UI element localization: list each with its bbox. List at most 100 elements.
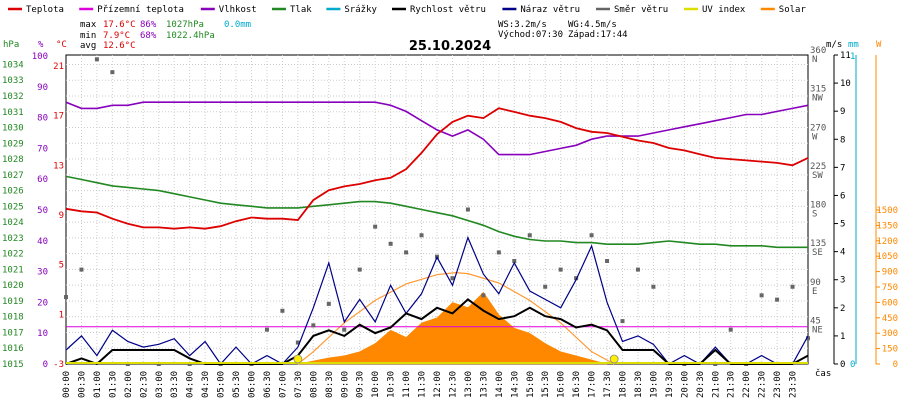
temp-unit: °C bbox=[56, 40, 67, 50]
stats-avg-temp: 12.6°C bbox=[103, 41, 136, 51]
wind-tick-label: 2 bbox=[840, 304, 845, 314]
smer-point bbox=[481, 293, 486, 298]
dir-compass-label: NW bbox=[812, 94, 823, 104]
smer-point bbox=[64, 295, 68, 300]
wind-tick-label: 4 bbox=[840, 248, 845, 258]
smer-point bbox=[728, 327, 733, 332]
press-tick-label: 1023 bbox=[2, 234, 24, 244]
legend-label-uv: UV index bbox=[702, 5, 746, 15]
smer-point bbox=[110, 70, 115, 75]
x-tick-label: 05:00 bbox=[217, 371, 227, 398]
press-tick-label: 1031 bbox=[2, 108, 24, 118]
smer-point bbox=[558, 267, 563, 272]
rain-tick-label: 1 bbox=[850, 52, 855, 62]
chart-title: 25.10.2024 bbox=[409, 39, 491, 54]
press-tick-label: 1020 bbox=[2, 281, 24, 291]
x-tick-label: 06:00 bbox=[248, 371, 258, 398]
x-tick-label: 08:30 bbox=[325, 371, 335, 398]
hum-tick-label: 90 bbox=[37, 83, 48, 93]
x-tick-label: 13:00 bbox=[464, 371, 474, 398]
wind-tick-label: 9 bbox=[840, 107, 845, 117]
x-tick-label: 14:00 bbox=[495, 371, 505, 398]
smer-point bbox=[450, 276, 455, 281]
press-tick-label: 1016 bbox=[2, 344, 24, 354]
x-tick-label: 20:00 bbox=[680, 371, 690, 398]
smer-point bbox=[620, 319, 625, 324]
solar-tick-label: 1500 bbox=[876, 206, 898, 216]
solar-tick-label: 750 bbox=[882, 283, 898, 293]
solar-tick-label: 450 bbox=[882, 314, 898, 324]
stats-max-hum: 86% bbox=[140, 20, 157, 30]
solar-unit: W bbox=[876, 40, 882, 50]
stats-rain: 0.0mm bbox=[224, 20, 251, 30]
wind-tick-label: 5 bbox=[840, 220, 845, 230]
press-tick-label: 1029 bbox=[2, 139, 24, 149]
press-tick-label: 1033 bbox=[2, 76, 24, 86]
press-tick-label: 1034 bbox=[2, 60, 24, 70]
x-tick-label: 14:30 bbox=[510, 371, 520, 398]
dir-compass-label: W bbox=[812, 132, 818, 142]
press-tick-label: 1027 bbox=[2, 171, 24, 181]
dir-compass-label: S bbox=[812, 210, 817, 220]
wind-tick-label: 3 bbox=[840, 276, 845, 286]
x-tick-label: 11:30 bbox=[418, 371, 428, 398]
x-tick-label: 17:30 bbox=[603, 371, 613, 398]
smer-point bbox=[373, 224, 378, 229]
sunset-marker bbox=[609, 354, 619, 364]
x-tick-label: 04:00 bbox=[186, 371, 196, 398]
legend-label-srazky: Srážky bbox=[344, 5, 377, 15]
stats-max-press: 1027hPa bbox=[166, 20, 204, 30]
dir-tick-label: 225 bbox=[810, 162, 826, 172]
x-tick-label: 05:30 bbox=[232, 371, 242, 398]
x-tick-label: 19:00 bbox=[649, 371, 659, 398]
press-tick-label: 1025 bbox=[2, 202, 24, 212]
x-tick-label: 12:30 bbox=[448, 371, 458, 398]
press-tick-label: 1019 bbox=[2, 297, 24, 307]
smer-point bbox=[790, 284, 795, 289]
x-tick-label: 06:30 bbox=[263, 371, 273, 398]
stats-sunrise: Východ:07:30 bbox=[498, 30, 563, 40]
hum-tick-label: 100 bbox=[32, 52, 48, 62]
hum-tick-label: 70 bbox=[37, 144, 48, 154]
solar-tick-label: 600 bbox=[882, 298, 898, 308]
x-tick-label: 15:00 bbox=[526, 371, 536, 398]
smer-point bbox=[465, 207, 470, 212]
smer-point bbox=[759, 293, 764, 298]
dir-tick-label: 360 bbox=[810, 46, 826, 56]
x-tick-label: 10:00 bbox=[371, 371, 381, 398]
hum-tick-label: 10 bbox=[37, 329, 48, 339]
x-tick-label: 16:30 bbox=[572, 371, 582, 398]
smer-point bbox=[775, 297, 780, 302]
press-tick-label: 1024 bbox=[2, 218, 24, 228]
press-tick-label: 1032 bbox=[2, 92, 24, 102]
wind-tick-label: 6 bbox=[840, 191, 845, 201]
x-tick-label: 23:00 bbox=[773, 371, 783, 398]
legend-label-solar: Solar bbox=[779, 5, 807, 15]
wind-unit: m/s bbox=[826, 40, 842, 50]
x-tick-label: 18:30 bbox=[634, 371, 644, 398]
x-tick-label: 02:00 bbox=[124, 371, 134, 398]
series-naraz-line bbox=[65, 235, 809, 365]
smer-point bbox=[589, 233, 594, 238]
stats-min-hum: 68% bbox=[140, 31, 157, 41]
dir-compass-label: SE bbox=[812, 248, 823, 258]
press-tick-label: 1022 bbox=[2, 250, 24, 260]
stats-ws: WS:3.2m/s bbox=[498, 20, 547, 30]
legend: Teplota Přízemní teplota Vlhkost Tlak Srážky… bbox=[8, 5, 806, 15]
dir-tick-label: 180 bbox=[810, 201, 826, 211]
wind-tick-label: 10 bbox=[840, 79, 851, 89]
smer-point bbox=[79, 267, 84, 272]
x-tick-label: 21:00 bbox=[711, 371, 721, 398]
press-unit: hPa bbox=[3, 40, 19, 50]
solar-tick-label: 1350 bbox=[876, 221, 898, 231]
x-tick-label: 01:30 bbox=[108, 371, 118, 398]
stats-wg: WG:4.5m/s bbox=[568, 20, 617, 30]
smer-point bbox=[342, 327, 347, 332]
x-tick-label: 21:30 bbox=[727, 371, 737, 398]
x-tick-label: 03:30 bbox=[170, 371, 180, 398]
x-tick-label: 11:00 bbox=[402, 371, 412, 398]
x-tick-label: 19:30 bbox=[665, 371, 675, 398]
series-tlak-line bbox=[65, 175, 808, 249]
solar-tick-label: 1200 bbox=[876, 237, 898, 247]
smer-point bbox=[388, 241, 393, 246]
